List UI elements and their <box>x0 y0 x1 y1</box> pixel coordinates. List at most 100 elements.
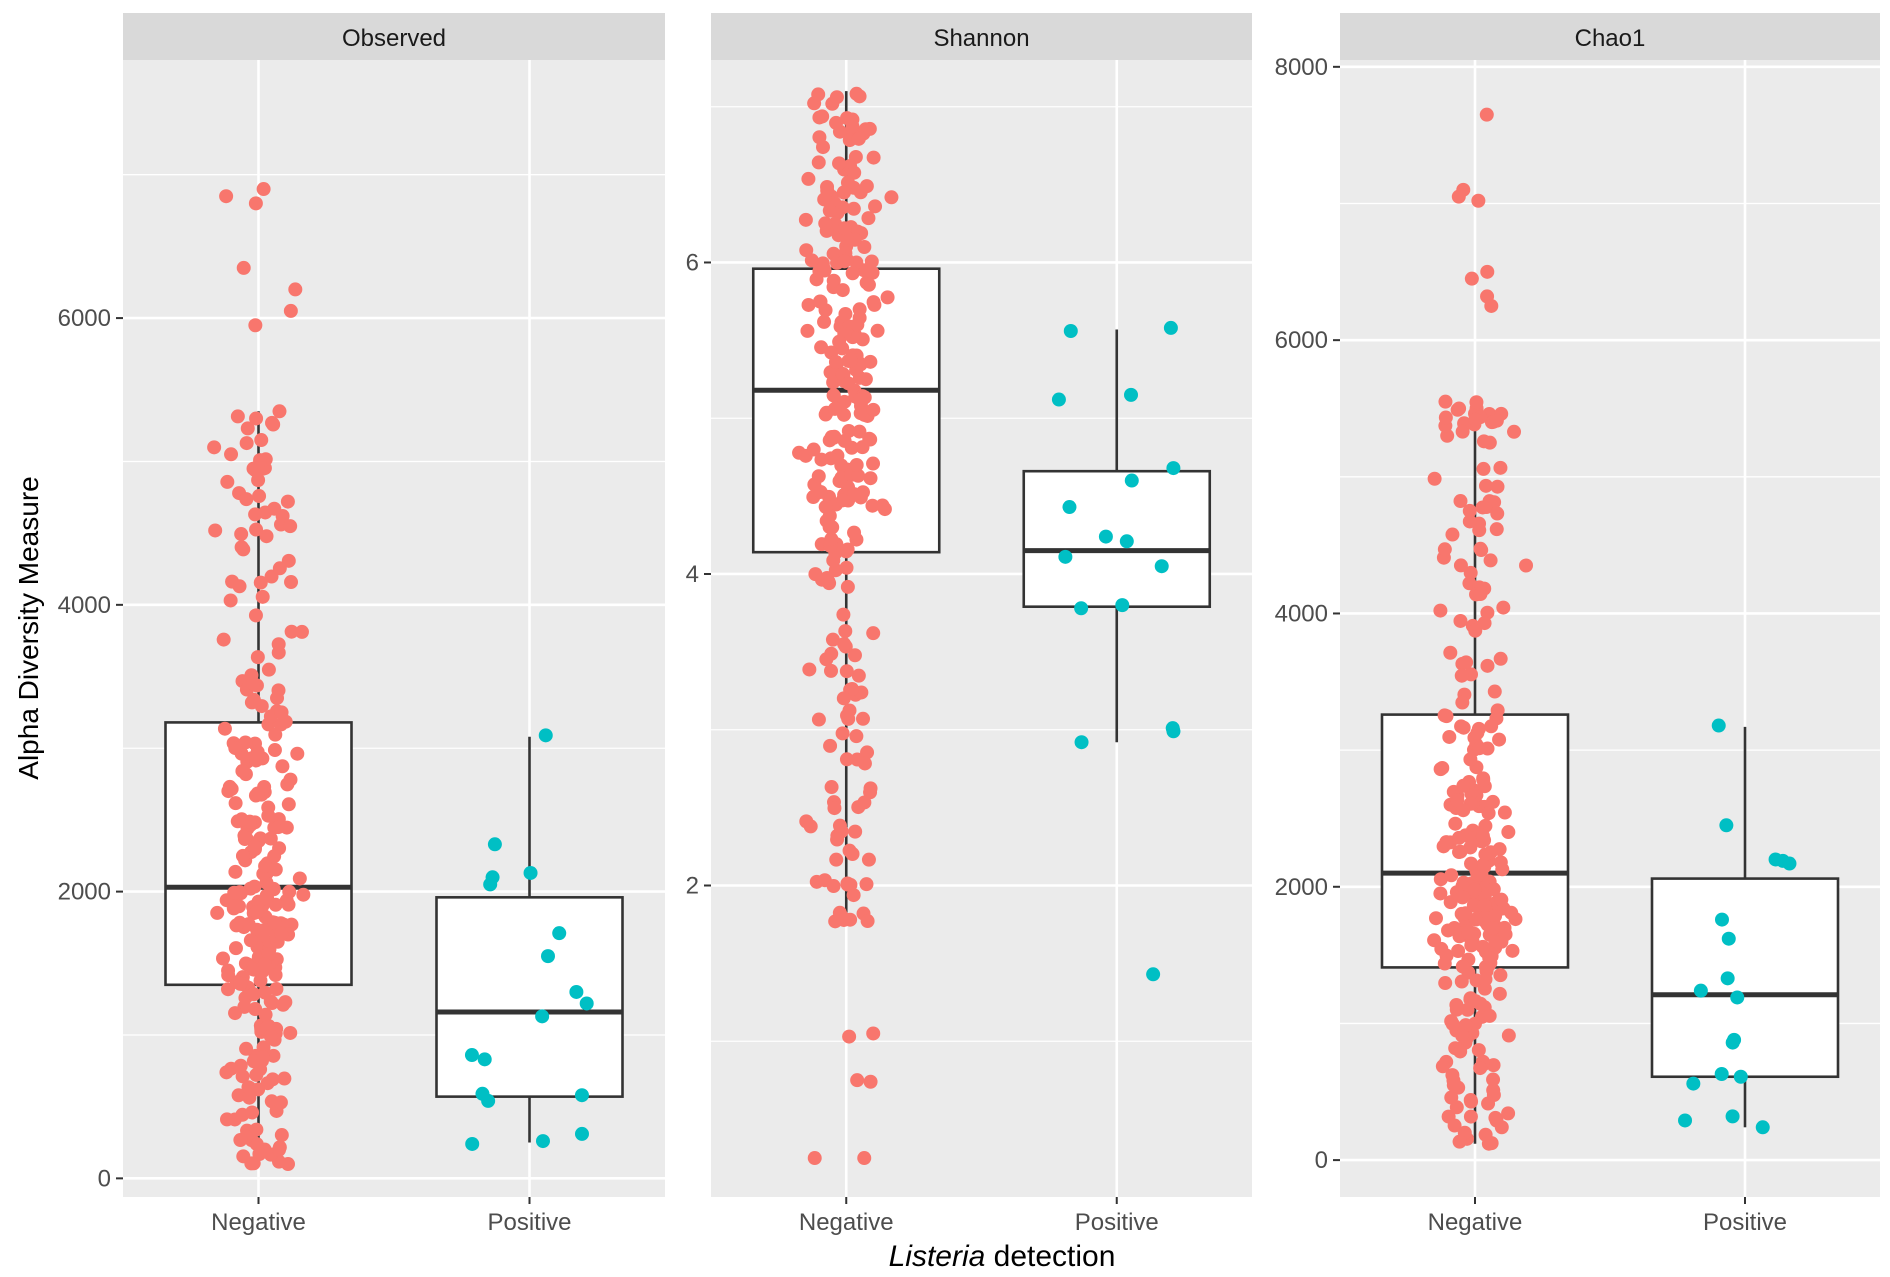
data-point-negative <box>1494 892 1509 907</box>
data-point-negative <box>802 662 817 677</box>
data-point-negative <box>234 812 249 827</box>
data-point-negative <box>281 897 296 912</box>
data-point-negative <box>862 121 877 136</box>
data-point-negative <box>1453 844 1468 859</box>
data-point-negative <box>1478 478 1493 493</box>
y-tick-label: 2000 <box>1275 874 1328 901</box>
box <box>1022 469 1212 608</box>
data-point-negative <box>814 572 829 587</box>
data-point-negative <box>1471 193 1486 208</box>
data-point-negative <box>1456 778 1471 793</box>
data-point-negative <box>1492 986 1507 1001</box>
data-point-negative <box>861 211 876 226</box>
data-point-negative <box>1498 927 1513 942</box>
data-point-negative <box>1485 920 1500 935</box>
data-point-negative <box>836 185 851 200</box>
data-point-negative <box>267 849 282 864</box>
data-point-negative <box>800 323 815 338</box>
y-tick-label: 4000 <box>58 592 111 619</box>
data-point-negative <box>866 150 881 165</box>
data-point-negative <box>1452 1134 1467 1149</box>
data-point-negative <box>835 493 850 508</box>
data-point-negative <box>232 579 247 594</box>
data-point-negative <box>1493 460 1508 475</box>
data-point-negative <box>292 871 307 886</box>
y-tick-label: 6000 <box>58 305 111 332</box>
data-point-positive <box>1755 1120 1770 1135</box>
data-point-negative <box>1451 943 1466 958</box>
data-point-negative <box>880 290 895 305</box>
data-point-negative <box>818 499 833 514</box>
data-point-negative <box>837 637 852 652</box>
data-point-negative <box>282 884 297 899</box>
data-point-negative <box>866 626 881 641</box>
data-point-negative <box>239 492 254 507</box>
y-tick-label: 4000 <box>1275 600 1328 627</box>
data-point-negative <box>267 915 282 930</box>
data-point-negative <box>1471 1043 1486 1058</box>
data-point-negative <box>267 501 282 516</box>
data-point-positive <box>1154 559 1169 574</box>
data-point-positive <box>1115 598 1130 613</box>
data-point-negative <box>1490 506 1505 521</box>
data-point-negative <box>824 532 839 547</box>
data-point-negative <box>1446 1078 1461 1093</box>
data-point-negative <box>271 637 286 652</box>
data-point-negative <box>1467 882 1482 897</box>
data-point-negative <box>272 1142 287 1157</box>
data-point-negative <box>1489 413 1504 428</box>
data-point-negative <box>826 879 841 894</box>
data-point-negative <box>257 957 272 972</box>
data-point-negative <box>840 876 855 891</box>
data-point-negative <box>1445 527 1460 542</box>
data-point-negative <box>268 862 283 877</box>
x-tick-label: Negative <box>211 1209 306 1236</box>
y-tick-label: 0 <box>98 1165 111 1192</box>
data-point-negative <box>822 203 837 218</box>
data-point-negative <box>280 494 295 509</box>
data-point-positive <box>1719 818 1734 833</box>
data-point-negative <box>252 489 267 504</box>
data-point-negative <box>1454 974 1469 989</box>
data-point-negative <box>865 265 880 280</box>
x-tick-label: Negative <box>799 1209 894 1236</box>
data-point-positive <box>1051 392 1066 407</box>
data-point-positive <box>1074 735 1089 750</box>
box <box>1650 877 1840 1079</box>
data-point-positive <box>483 877 498 892</box>
data-point-negative <box>1475 939 1490 954</box>
data-point-negative <box>1438 410 1453 425</box>
data-point-negative <box>246 962 261 977</box>
data-point-positive <box>1063 324 1078 339</box>
data-point-negative <box>281 553 296 568</box>
strip-bg <box>1340 13 1880 60</box>
data-point-negative <box>840 111 855 126</box>
data-point-negative <box>856 711 871 726</box>
data-point-negative <box>290 746 305 761</box>
data-point-negative <box>1488 935 1503 950</box>
data-point-negative <box>229 899 244 914</box>
data-point-negative <box>236 260 251 275</box>
data-point-negative <box>279 820 294 835</box>
data-point-negative <box>1483 553 1498 568</box>
data-point-negative <box>283 303 298 318</box>
data-point-negative <box>1443 645 1458 660</box>
data-point-negative <box>1455 890 1470 905</box>
data-point-negative <box>829 852 844 867</box>
x-axis-title-italic: Listeria <box>889 1240 986 1273</box>
data-point-negative <box>807 1151 822 1166</box>
data-point-negative <box>283 772 298 787</box>
data-point-negative <box>851 668 866 683</box>
data-point-negative <box>824 780 839 795</box>
data-point-positive <box>1725 1109 1740 1124</box>
data-point-negative <box>216 632 231 647</box>
data-point-negative <box>249 1122 264 1137</box>
data-point-negative <box>835 283 850 298</box>
data-point-negative <box>847 525 862 540</box>
data-point-negative <box>1485 794 1500 809</box>
data-point-negative <box>842 703 857 718</box>
data-point-negative <box>253 453 268 468</box>
data-point-negative <box>1435 760 1450 775</box>
data-point-negative <box>1454 668 1469 683</box>
